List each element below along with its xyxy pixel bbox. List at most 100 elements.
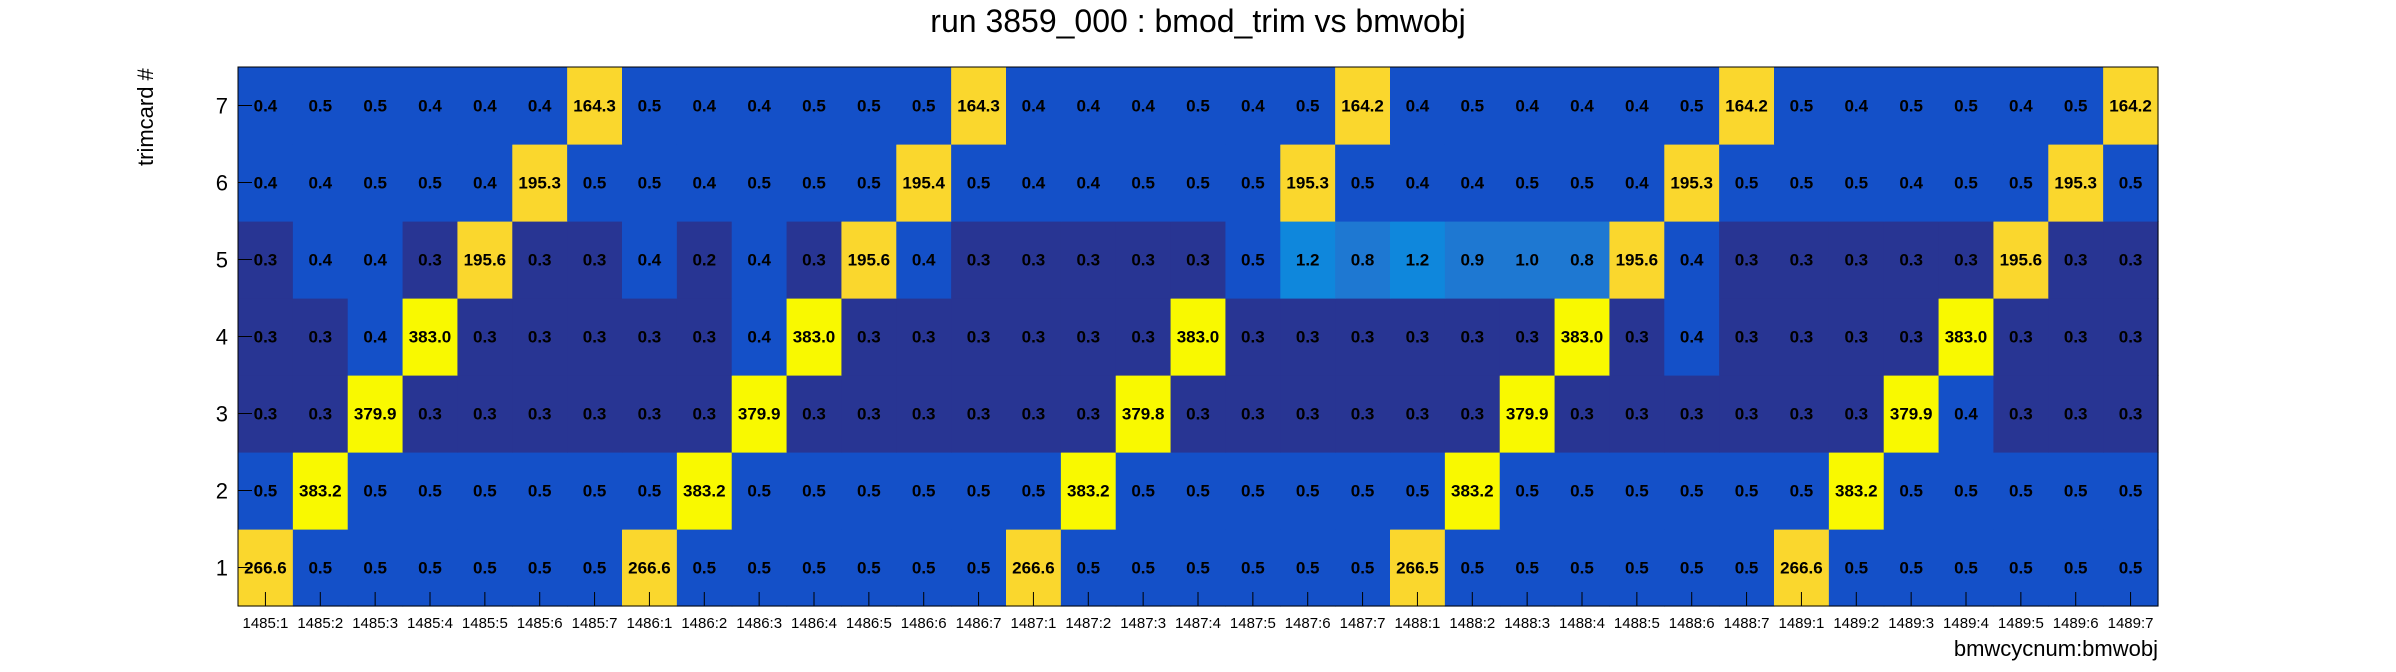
cell-value-label: 0.4 <box>747 251 771 270</box>
heatmap-cell <box>1060 298 1117 376</box>
heatmap-cell <box>1006 452 1062 530</box>
heatmap-cell <box>2048 298 2104 376</box>
cell-value-label: 0.5 <box>1735 559 1759 578</box>
cell-value-label: 0.5 <box>747 482 771 501</box>
cell-value-label: 0.5 <box>1296 482 1320 501</box>
x-tick-label: 1488:6 <box>1669 615 1715 632</box>
heatmap-cell <box>1554 298 1611 376</box>
cell-value-label: 0.3 <box>254 405 278 424</box>
heatmap-cell <box>1664 452 1720 530</box>
cell-value-label: 0.5 <box>1131 482 1155 501</box>
heatmap-cell <box>1774 298 1830 376</box>
cell-value-label: 0.5 <box>912 482 936 501</box>
cell-value-label: 0.4 <box>363 251 387 270</box>
cell-value-label: 0.3 <box>1076 328 1100 347</box>
cell-value-label: 0.3 <box>1351 328 1375 347</box>
cell-value-label: 0.5 <box>1406 482 1430 501</box>
cell-value-label: 0.5 <box>1954 97 1978 116</box>
cell-value-label: 0.4 <box>418 97 442 116</box>
x-tick-label: 1489:7 <box>2108 615 2154 632</box>
cell-value-label: 383.2 <box>683 482 726 501</box>
cell-value-label: 0.5 <box>418 482 442 501</box>
heatmap-cell <box>1115 298 1172 376</box>
cell-value-label: 0.5 <box>2119 174 2143 193</box>
cell-value-label: 0.5 <box>2064 482 2088 501</box>
cell-value-label: 0.5 <box>583 174 607 193</box>
cell-value-label: 0.5 <box>363 174 387 193</box>
cell-value-label: 0.4 <box>1076 97 1100 116</box>
cell-value-label: 0.5 <box>1790 482 1814 501</box>
heatmap-cell <box>1390 452 1446 530</box>
heatmap-cell <box>2048 67 2104 145</box>
cell-value-label: 0.4 <box>1076 174 1100 193</box>
cell-value-label: 383.0 <box>409 328 452 347</box>
heatmap-cell <box>512 221 568 299</box>
cell-value-label: 0.4 <box>1625 174 1649 193</box>
cell-value-label: 0.3 <box>1790 251 1814 270</box>
cell-value-label: 0.5 <box>1735 482 1759 501</box>
heatmap-cell <box>347 144 404 222</box>
cell-value-label: 0.9 <box>1460 251 1484 270</box>
heatmap-cell <box>1828 452 1885 530</box>
cell-value-label: 0.5 <box>692 559 716 578</box>
heatmap-cell <box>402 375 459 453</box>
cell-value-label: 0.3 <box>1954 251 1978 270</box>
cell-value-label: 0.5 <box>638 174 662 193</box>
cell-value-label: 0.4 <box>692 97 716 116</box>
cell-value-label: 0.4 <box>1022 97 1046 116</box>
heatmap-cell <box>1719 67 1775 145</box>
cell-value-label: 0.3 <box>1406 328 1430 347</box>
cell-value-label: 0.5 <box>1351 482 1375 501</box>
x-tick-label: 1486:4 <box>791 615 837 632</box>
cell-value-label: 0.3 <box>528 251 552 270</box>
cell-value-label: 0.4 <box>1022 174 1046 193</box>
cell-value-label: 0.5 <box>1296 559 1320 578</box>
cell-value-label: 379.9 <box>738 405 781 424</box>
heatmap-cell <box>1225 144 1281 222</box>
cell-value-label: 0.5 <box>1954 559 1978 578</box>
heatmap-cell <box>1170 67 1227 145</box>
cell-value-label: 0.5 <box>1131 559 1155 578</box>
heatmap-cell <box>1719 452 1775 530</box>
heatmap-cell <box>457 375 513 453</box>
cell-value-label: 0.4 <box>912 251 936 270</box>
heatmap-cell <box>1828 221 1885 299</box>
cell-value-label: 0.3 <box>1515 328 1539 347</box>
cell-value-label: 0.3 <box>692 328 716 347</box>
x-tick-label: 1486:3 <box>736 615 782 632</box>
heatmap-cell <box>951 375 1007 453</box>
cell-value-label: 0.5 <box>1351 174 1375 193</box>
heatmap-cell <box>786 67 843 145</box>
heatmap-cell <box>567 375 623 453</box>
heatmap-cell <box>1060 375 1117 453</box>
heatmap-cell <box>457 67 513 145</box>
cell-value-label: 383.2 <box>1067 482 1110 501</box>
heatmap-cell <box>1006 298 1062 376</box>
heatmap-cell <box>622 67 678 145</box>
cell-value-label: 0.4 <box>363 328 387 347</box>
cell-value-label: 379.9 <box>1506 405 1549 424</box>
heatmap-cell <box>786 221 843 299</box>
heatmap-cell <box>512 375 568 453</box>
heatmap-cell <box>1444 221 1501 299</box>
cell-value-label: 0.5 <box>1186 174 1210 193</box>
cell-value-label: 0.5 <box>473 559 497 578</box>
cell-value-label: 0.4 <box>747 97 771 116</box>
heatmap-cell <box>567 452 623 530</box>
cell-value-label: 0.5 <box>857 482 881 501</box>
heatmap-cell <box>951 144 1007 222</box>
heatmap-cell <box>622 298 678 376</box>
heatmap-cell <box>347 221 404 299</box>
cell-value-label: 0.3 <box>1131 251 1155 270</box>
heatmap-cell <box>1774 375 1830 453</box>
x-tick-label: 1487:7 <box>1340 615 1386 632</box>
heatmap-cell <box>786 144 843 222</box>
x-tick-label: 1488:1 <box>1394 615 1440 632</box>
cell-value-label: 0.5 <box>1460 559 1484 578</box>
heatmap-cell <box>1280 452 1336 530</box>
heatmap-cell <box>1006 67 1062 145</box>
heatmap-cell <box>1335 221 1391 299</box>
cell-value-label: 0.5 <box>1570 482 1594 501</box>
cell-value-label: 195.3 <box>1670 174 1713 193</box>
cell-value-label: 0.3 <box>1570 405 1594 424</box>
